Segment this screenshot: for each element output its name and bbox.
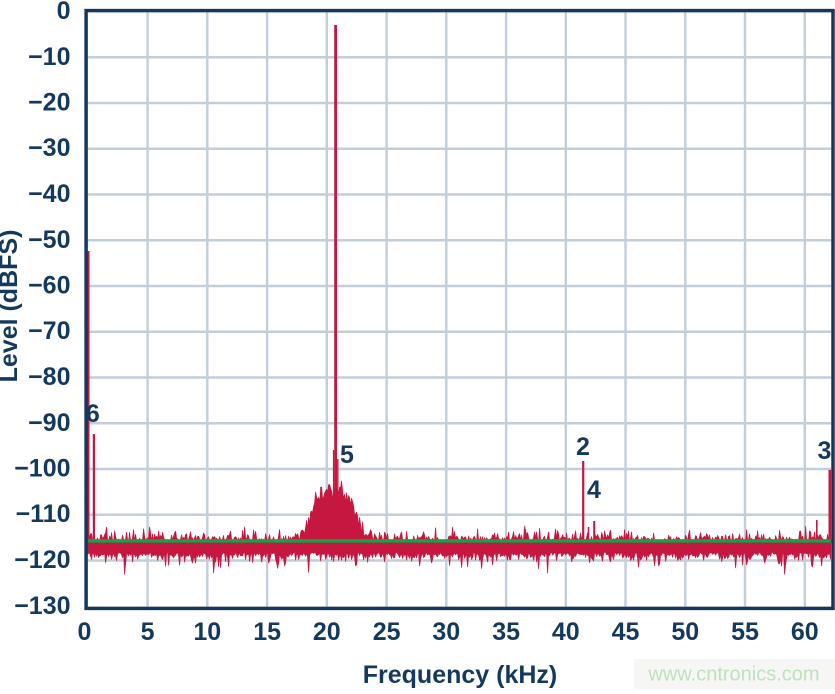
svg-text:−100: −100 xyxy=(14,455,70,483)
svg-text:−80: −80 xyxy=(28,363,70,391)
svg-text:Frequency (kHz): Frequency (kHz) xyxy=(363,661,557,689)
svg-text:0: 0 xyxy=(78,618,92,646)
svg-text:−90: −90 xyxy=(28,409,70,437)
svg-text:−110: −110 xyxy=(16,500,71,528)
svg-text:40: 40 xyxy=(552,618,580,646)
svg-text:−120: −120 xyxy=(14,546,70,574)
svg-text:50: 50 xyxy=(671,618,699,646)
svg-text:3: 3 xyxy=(818,437,832,465)
svg-text:6: 6 xyxy=(86,400,100,428)
svg-text:−50: −50 xyxy=(28,226,70,254)
svg-text:www.cntronics.com: www.cntronics.com xyxy=(647,664,819,686)
svg-text:−130: −130 xyxy=(14,592,70,620)
svg-text:−20: −20 xyxy=(28,89,70,117)
svg-text:−60: −60 xyxy=(28,272,70,300)
svg-text:20: 20 xyxy=(313,618,341,646)
svg-text:2: 2 xyxy=(576,433,590,461)
svg-text:−10: −10 xyxy=(28,43,70,71)
svg-text:−40: −40 xyxy=(28,180,70,208)
svg-text:15: 15 xyxy=(253,618,281,646)
svg-text:−70: −70 xyxy=(28,317,70,345)
svg-text:0: 0 xyxy=(57,0,71,25)
svg-text:25: 25 xyxy=(373,618,401,646)
svg-text:35: 35 xyxy=(492,618,520,646)
svg-text:Level (dBFS): Level (dBFS) xyxy=(0,230,23,383)
svg-text:55: 55 xyxy=(731,618,759,646)
svg-text:5: 5 xyxy=(141,618,155,646)
svg-text:4: 4 xyxy=(587,476,601,504)
svg-text:30: 30 xyxy=(432,618,460,646)
svg-text:5: 5 xyxy=(340,441,354,469)
svg-text:45: 45 xyxy=(612,618,640,646)
svg-text:60: 60 xyxy=(791,618,819,646)
svg-text:−30: −30 xyxy=(28,134,70,162)
svg-text:10: 10 xyxy=(193,618,221,646)
